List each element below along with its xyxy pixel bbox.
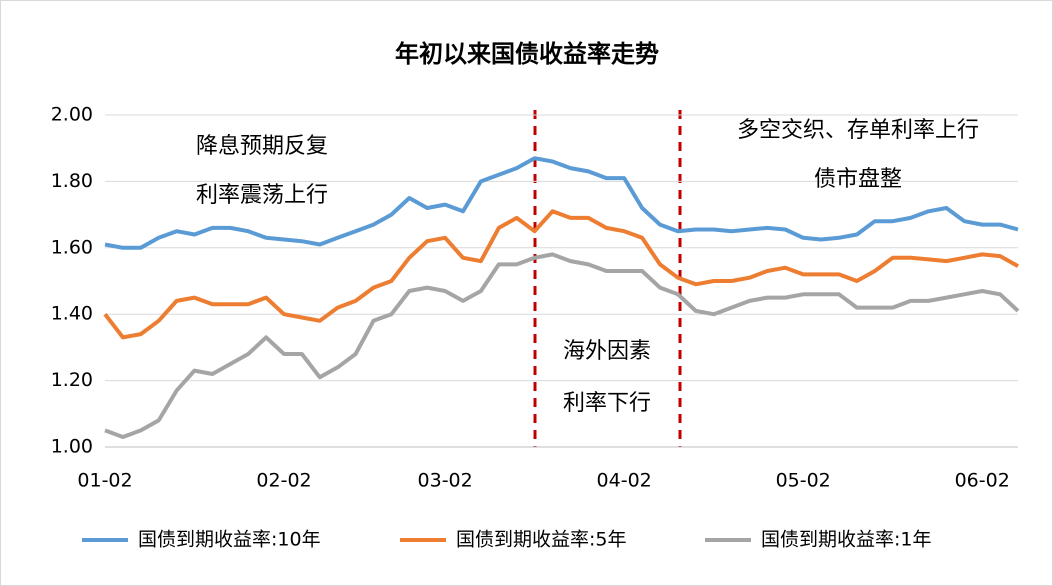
x-tick-label: 03-02 (418, 470, 473, 492)
annotation: 海外因素 (563, 339, 651, 364)
y-tick-label: 1.60 (51, 236, 93, 258)
x-tick-label: 06-02 (955, 470, 1010, 492)
annotation: 利率震荡上行 (196, 183, 328, 208)
y-tick-label: 1.20 (51, 369, 93, 391)
y-tick-label: 2.00 (51, 104, 93, 126)
x-tick-label: 01-02 (77, 470, 132, 492)
chart-title: 年初以来国债收益率走势 (395, 40, 659, 68)
legend-label: 国债到期收益率:5年 (456, 529, 627, 551)
series-line (104, 156, 1019, 250)
series-line (103, 209, 1019, 340)
y-tick-label: 1.40 (51, 303, 93, 325)
y-tick-label: 1.00 (51, 436, 93, 458)
x-tick-label: 04-02 (597, 470, 652, 492)
annotation: 多空交织、存单利率上行 (737, 118, 979, 143)
legend-label: 国债到期收益率:10年 (138, 529, 321, 551)
x-tick-label: 05-02 (776, 470, 831, 492)
x-tick-label: 02-02 (256, 470, 311, 492)
legend-label: 国债到期收益率:1年 (761, 529, 932, 551)
series-line (104, 252, 1020, 439)
annotation: 债市盘整 (814, 167, 902, 192)
y-tick-label: 1.80 (51, 170, 93, 192)
annotation: 降息预期反复 (196, 134, 328, 159)
annotation: 利率下行 (563, 391, 651, 416)
